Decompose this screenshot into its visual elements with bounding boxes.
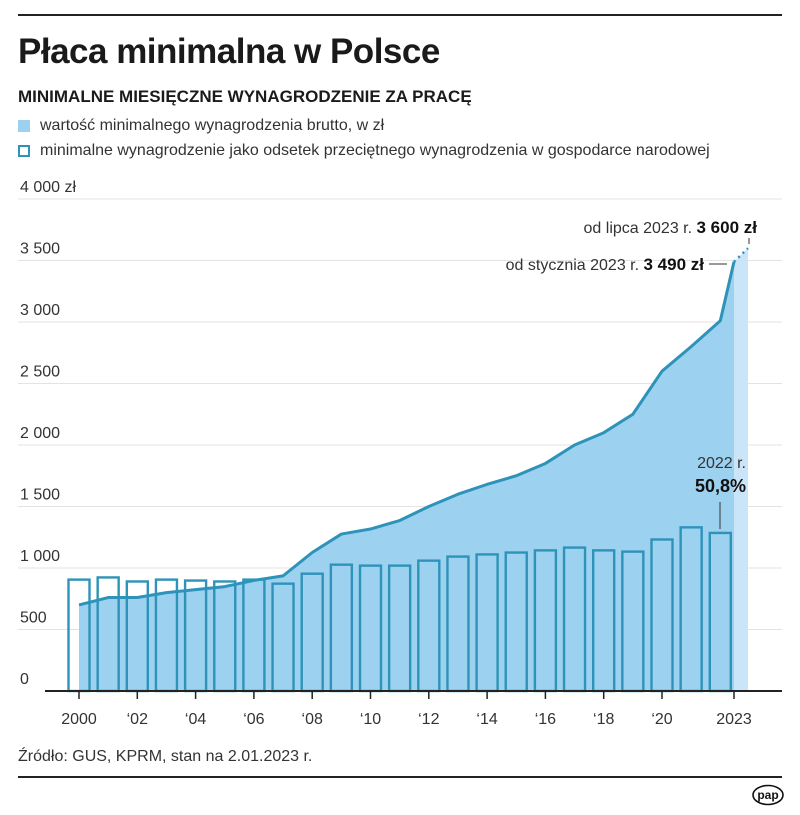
x-tick-label: ‘10 bbox=[360, 711, 381, 728]
annotation-value: 3 490 zł bbox=[644, 255, 705, 274]
legend-swatch-outline bbox=[18, 145, 30, 157]
legend-label: minimalne wynagrodzenie jako odsetek prz… bbox=[40, 142, 710, 159]
projection-area bbox=[734, 248, 748, 691]
legend-swatch-filled bbox=[18, 120, 30, 132]
y-tick-label: 3 000 bbox=[20, 302, 60, 319]
svg-text:pap: pap bbox=[757, 788, 778, 802]
annotation-january: od stycznia 2023 r. 3 490 zł bbox=[506, 255, 705, 274]
source-note: Źródło: GUS, KPRM, stan na 2.01.2023 r. bbox=[18, 748, 313, 765]
x-tick-label: ‘06 bbox=[243, 711, 264, 728]
legend-label: wartość minimalnego wynagrodzenia brutto… bbox=[40, 117, 385, 134]
y-tick-label: 1 000 bbox=[20, 548, 60, 565]
x-tick-label: ‘04 bbox=[185, 711, 206, 728]
x-tick-label: ‘14 bbox=[476, 711, 497, 728]
annotation-july: od lipca 2023 r. 3 600 zł bbox=[584, 218, 758, 237]
x-tick-label: ‘16 bbox=[535, 711, 556, 728]
wage-line bbox=[78, 261, 736, 607]
legend-item-wage: wartość minimalnego wynagrodzenia brutto… bbox=[18, 117, 384, 135]
annotation-value: 3 600 zł bbox=[697, 218, 758, 237]
top-rule bbox=[18, 14, 782, 16]
y-tick-label: 4 000 zł bbox=[20, 179, 76, 196]
annotation-pct-value: 50,8% bbox=[695, 476, 746, 496]
x-tick-label: ‘12 bbox=[418, 711, 439, 728]
x-tick-label: ‘18 bbox=[593, 711, 614, 728]
y-tick-label: 0 bbox=[20, 671, 29, 688]
annotation-prefix: od stycznia 2023 r. bbox=[506, 257, 644, 274]
x-tick-label: 2023 bbox=[716, 711, 752, 728]
chart-subtitle: MINIMALNE MIESIĘCZNE WYNAGRODZENIE ZA PR… bbox=[18, 87, 472, 106]
y-tick-label: 3 500 bbox=[20, 241, 60, 258]
x-tick-label: ‘02 bbox=[127, 711, 148, 728]
y-tick-label: 2 000 bbox=[20, 425, 60, 442]
legend-item-percent: minimalne wynagrodzenie jako odsetek prz… bbox=[18, 142, 710, 160]
x-tick-label: 2000 bbox=[61, 711, 97, 728]
y-tick-label: 1 500 bbox=[20, 487, 60, 504]
pap-logo: pap bbox=[752, 784, 784, 806]
annotation-prefix: od lipca 2023 r. bbox=[584, 220, 697, 237]
y-tick-label: 2 500 bbox=[20, 364, 60, 381]
x-tick-label: ‘20 bbox=[651, 711, 672, 728]
x-tick-label: ‘08 bbox=[302, 711, 323, 728]
y-tick-label: 500 bbox=[20, 610, 47, 627]
chart-title: Płaca minimalna w Polsce bbox=[18, 32, 440, 71]
chart-plot: 0 500 1 000 1 500 2 000 2 500 3 000 3 500 4 000 … bbox=[18, 179, 782, 728]
bottom-rule bbox=[18, 776, 782, 778]
annotation-pct-year: 2022 r. bbox=[697, 455, 746, 472]
